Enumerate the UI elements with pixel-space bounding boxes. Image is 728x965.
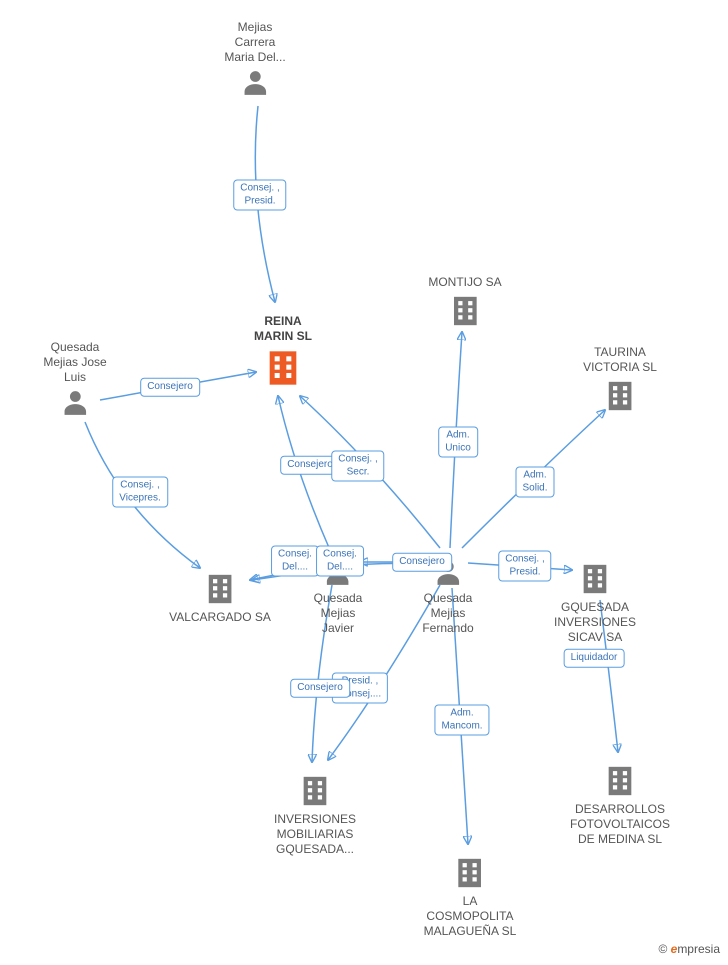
brand-rest: mpresia — [677, 942, 720, 956]
edge — [600, 600, 618, 752]
edge — [312, 585, 332, 762]
edge — [85, 422, 200, 568]
edge — [462, 410, 605, 548]
edge — [100, 372, 256, 400]
edge — [328, 585, 440, 760]
edge — [278, 396, 330, 550]
diagram-canvas: Mejias Carrera Maria Del...Quesada Mejia… — [0, 0, 728, 960]
copyright: © empresia — [658, 942, 720, 956]
edge — [450, 332, 462, 548]
edge — [300, 396, 440, 548]
edges-layer — [0, 0, 728, 960]
edge — [252, 570, 320, 580]
edge — [468, 563, 572, 570]
edge — [250, 563, 430, 580]
edge — [255, 106, 275, 302]
edge — [452, 588, 468, 844]
copyright-symbol: © — [658, 942, 667, 956]
